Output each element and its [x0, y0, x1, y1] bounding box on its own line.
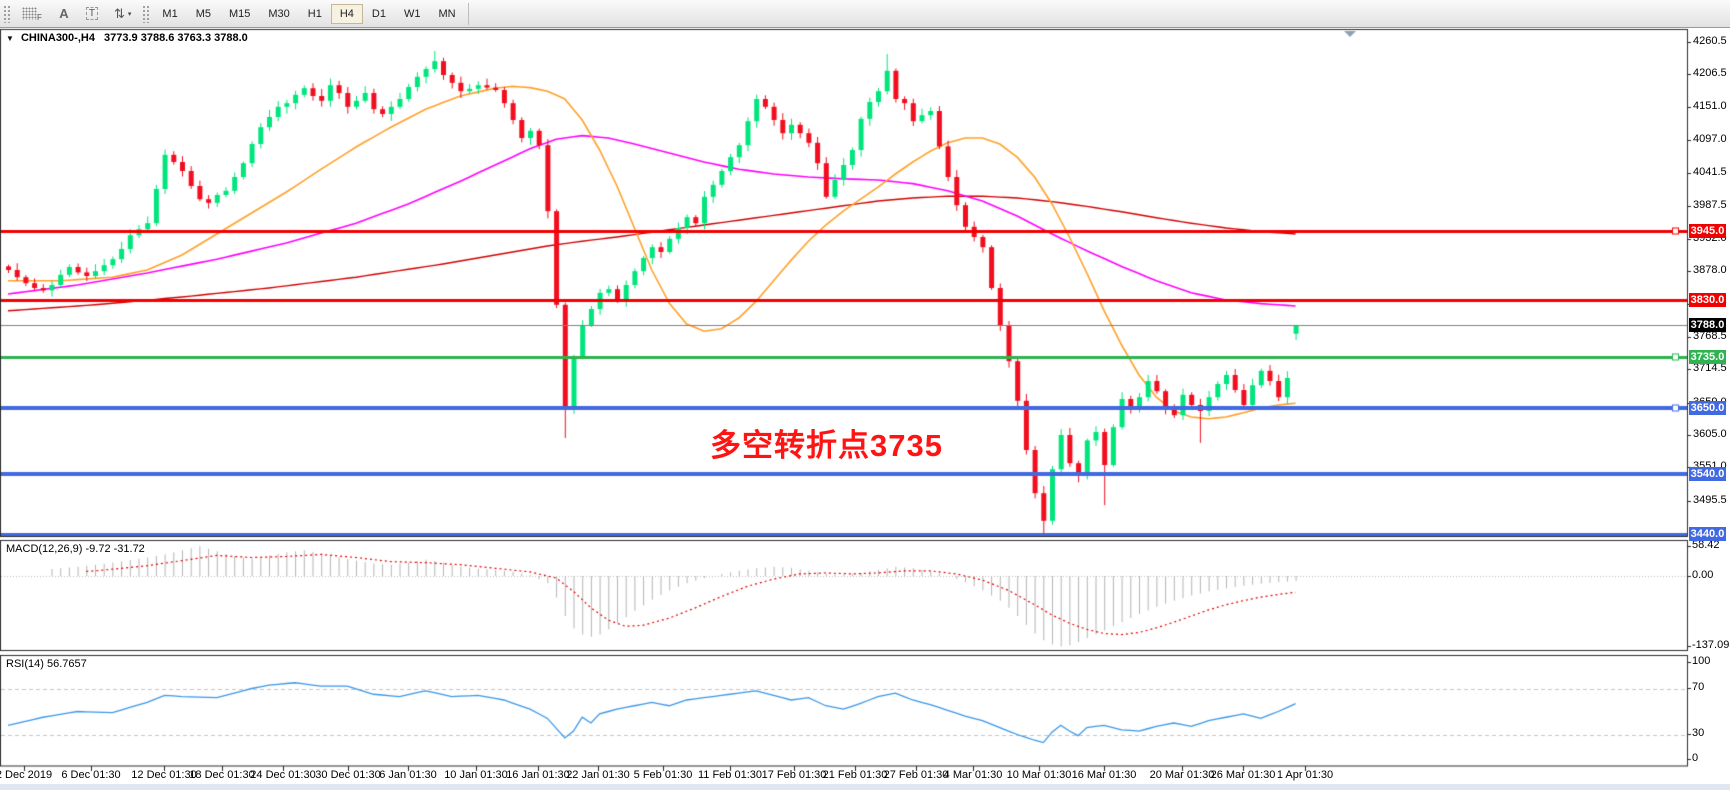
price-axis-tick: 3605.0 — [1693, 428, 1727, 440]
rsi-axis-tick: 0 — [1692, 752, 1699, 764]
timeframe-M30[interactable]: M30 — [259, 4, 298, 24]
date-axis-label: 21 Feb 01:30 — [822, 769, 888, 781]
date-axis-label: 20 Mar 01:30 — [1149, 769, 1215, 781]
rsi-axis-tick: 100 — [1692, 655, 1711, 667]
timeframe-D1[interactable]: D1 — [363, 4, 395, 24]
date-axis-label: 6 Dec 01:30 — [61, 769, 121, 781]
price-axis-tick: 4260.5 — [1693, 35, 1727, 47]
price-axis-tick: 3714.5 — [1693, 362, 1727, 374]
date-axis-label: 18 Dec 01:30 — [189, 769, 255, 781]
price-level-badge-3540.0: 3540.0 — [1689, 467, 1726, 481]
timeframe-toolbar: M1 M5 M15 M30 H1 H4 D1 W1 MN — [153, 3, 464, 24]
chart-ohlc: 3773.9 3788.6 3763.3 3788.0 — [104, 32, 248, 44]
price-axis-tick: 3495.5 — [1693, 494, 1727, 506]
rsi-label: RSI(14) 56.7657 — [6, 658, 87, 670]
price-axis-tick: 4041.5 — [1693, 166, 1727, 178]
timeframe-MN[interactable]: MN — [429, 4, 464, 24]
date-axis-label: 5 Feb 01:30 — [633, 769, 693, 781]
arrows-icon: ⇅ — [114, 5, 125, 21]
toolbar-drag-handle — [142, 4, 151, 23]
toolbar: F A T ⇅ ▾ M1 M5 M15 M30 H1 H4 D1 W1 MN — [0, 0, 1730, 28]
macd-values: -9.72 -31.72 — [85, 543, 145, 555]
price-level-badge-3735.0: 3735.0 — [1689, 350, 1726, 364]
price-axis-tick: 3878.0 — [1693, 264, 1727, 276]
chart-symbol: CHINA300-,H4 — [20, 32, 95, 44]
rsi-name: RSI(14) — [6, 658, 44, 670]
price-level-badge-3830.0: 3830.0 — [1689, 293, 1726, 307]
timeframe-W1[interactable]: W1 — [395, 4, 430, 24]
rsi-value: 56.7657 — [46, 658, 87, 670]
status-strip — [0, 784, 1730, 790]
price-axis-tick: 3768.5 — [1693, 330, 1727, 342]
letter-a-icon: A — [59, 6, 69, 21]
toolbar-separator — [467, 2, 469, 25]
timeframe-H1[interactable]: H1 — [299, 4, 331, 24]
date-axis-label: 30 Dec 01:30 — [315, 769, 381, 781]
text-box-tool[interactable]: T — [79, 3, 105, 25]
date-axis-label: 22 Jan 01:30 — [566, 769, 630, 781]
rsi-axis-tick: 30 — [1692, 727, 1705, 739]
price-axis-tick: 3987.5 — [1693, 199, 1727, 211]
cursor-tools-dropdown[interactable]: ⇅ ▾ — [107, 3, 138, 25]
timeframe-H4[interactable]: H4 — [330, 3, 363, 24]
date-axis-label: 16 Jan 01:30 — [506, 769, 570, 781]
price-axis-tick: 4206.5 — [1693, 67, 1727, 79]
grid-f-letter: F — [37, 13, 42, 22]
price-level-badge-3440.0: 3440.0 — [1689, 527, 1726, 541]
price-level-badge-3650.0: 3650.0 — [1689, 401, 1726, 415]
macd-axis-tick: 58.42 — [1692, 539, 1720, 551]
date-axis-label: 1 Apr 01:30 — [1276, 769, 1334, 781]
chart-dropdown-icon[interactable]: ▼ — [6, 34, 14, 43]
date-axis-label: 6 Jan 01:30 — [379, 769, 437, 781]
date-axis-label: 4 Mar 01:30 — [943, 769, 1003, 781]
date-axis-label: 11 Feb 01:30 — [697, 769, 763, 781]
macd-label: MACD(12,26,9) -9.72 -31.72 — [6, 543, 145, 555]
date-axis-label: 24 Dec 01:30 — [250, 769, 316, 781]
macd-axis-tick: 0.00 — [1692, 569, 1714, 581]
price-axis-tick: 4097.0 — [1693, 133, 1727, 145]
grid-f-tool[interactable]: F — [15, 3, 49, 25]
date-axis-label: 12 Dec 01:30 — [131, 769, 197, 781]
chart-text-annotation[interactable]: 多空转折点3735 — [710, 428, 943, 463]
timeframe-M5[interactable]: M5 — [187, 4, 220, 24]
toolbar-drag-handle — [3, 4, 11, 23]
price-level-badge-3788.0: 3788.0 — [1689, 318, 1726, 332]
date-axis-label: 27 Feb 01:30 — [883, 769, 949, 781]
macd-axis-tick: -137.09 — [1692, 639, 1730, 651]
rsi-axis-tick: 70 — [1692, 681, 1705, 693]
date-axis-label: 10 Mar 01:30 — [1006, 769, 1072, 781]
chevron-down-icon: ▾ — [127, 10, 132, 18]
chart-title: ▼ CHINA300-,H4 3773.9 3788.6 3763.3 3788… — [6, 32, 248, 44]
price-axis-tick: 4151.0 — [1693, 100, 1727, 112]
timeframe-M15[interactable]: M15 — [220, 4, 259, 24]
price-level-badge-3945.0: 3945.0 — [1689, 224, 1726, 238]
grid-f-icon — [22, 7, 37, 20]
timeframe-M1[interactable]: M1 — [153, 4, 186, 24]
text-label-tool[interactable]: A — [51, 3, 77, 25]
date-axis-label: 16 Mar 01:30 — [1071, 769, 1137, 781]
date-axis-label: 17 Feb 01:30 — [761, 769, 827, 781]
date-axis-label: 10 Jan 01:30 — [444, 769, 508, 781]
boxed-t-icon: T — [85, 7, 98, 20]
date-axis-label: 2 Dec 2019 — [0, 769, 53, 781]
date-axis-label: 26 Mar 01:30 — [1210, 769, 1276, 781]
macd-name: MACD(12,26,9) — [6, 543, 83, 555]
